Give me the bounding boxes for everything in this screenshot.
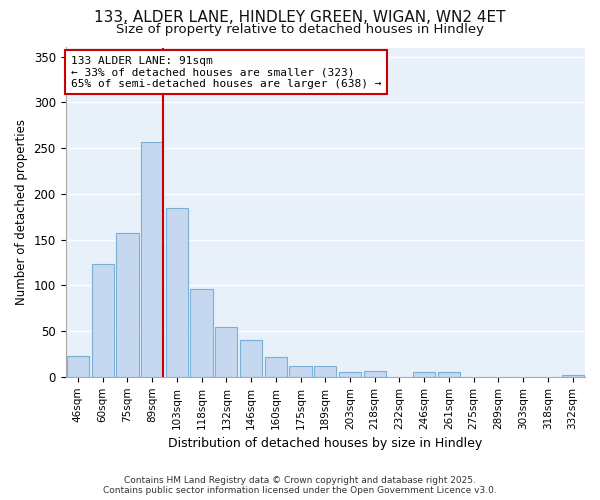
Bar [438,372,460,377]
Bar [562,375,584,377]
Bar [265,356,287,377]
Bar [190,289,213,377]
Bar [364,372,386,377]
Bar [166,208,188,377]
Bar [339,372,361,377]
Text: 133, ALDER LANE, HINDLEY GREEN, WIGAN, WN2 4ET: 133, ALDER LANE, HINDLEY GREEN, WIGAN, W… [94,10,506,25]
Bar [215,326,238,377]
Y-axis label: Number of detached properties: Number of detached properties [15,119,28,305]
Bar [141,142,163,377]
Bar [92,264,114,377]
Bar [240,340,262,377]
Text: 133 ALDER LANE: 91sqm
← 33% of detached houses are smaller (323)
65% of semi-det: 133 ALDER LANE: 91sqm ← 33% of detached … [71,56,381,89]
Text: Contains HM Land Registry data © Crown copyright and database right 2025.
Contai: Contains HM Land Registry data © Crown c… [103,476,497,495]
Bar [116,233,139,377]
X-axis label: Distribution of detached houses by size in Hindley: Distribution of detached houses by size … [168,437,482,450]
Bar [67,356,89,377]
Bar [413,372,436,377]
Text: Size of property relative to detached houses in Hindley: Size of property relative to detached ho… [116,22,484,36]
Bar [289,366,311,377]
Bar [314,366,337,377]
